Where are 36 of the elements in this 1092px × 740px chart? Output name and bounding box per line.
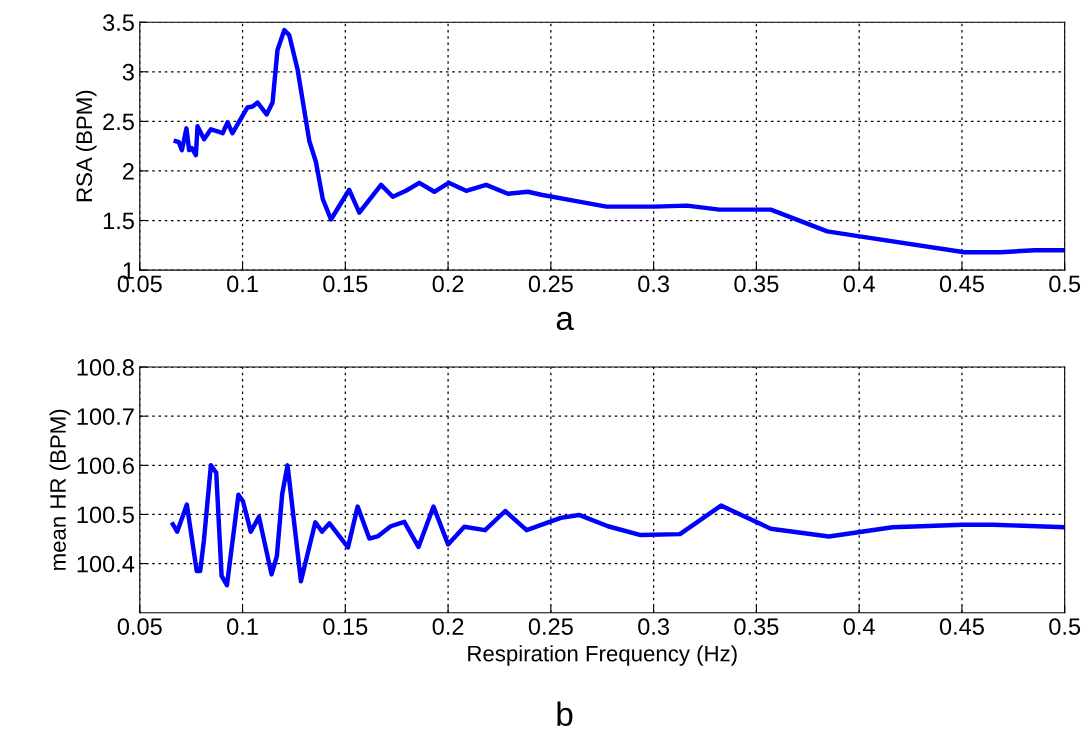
y-tick-label: 3 xyxy=(122,63,134,81)
x-tick-label: 0.15 xyxy=(323,275,368,293)
x-tick-label: 0.45 xyxy=(939,618,984,635)
x-tick-label: 0.5 xyxy=(1049,275,1081,293)
y-axis-title: mean HR (BPM) xyxy=(49,409,71,570)
x-tick-label: 0.4 xyxy=(843,618,875,635)
x-tick-label: 0.05 xyxy=(117,618,162,635)
x-tick-label: 0.45 xyxy=(939,275,984,293)
x-tick-label: 0.3 xyxy=(638,275,669,293)
y-tick-label: 100.6 xyxy=(77,457,134,475)
line-series xyxy=(170,463,1065,588)
x-tick-label: 0.35 xyxy=(734,275,779,293)
y-tick-label: 100.4 xyxy=(77,555,135,573)
text: a xyxy=(556,311,574,331)
x-tick-label: 0.3 xyxy=(638,618,669,635)
y-tick-label: 100.7 xyxy=(77,408,134,425)
y-tick-label: 2.5 xyxy=(103,113,134,131)
x-tick-label: 0.2 xyxy=(432,275,464,293)
x-tick-label: 0.35 xyxy=(734,618,779,635)
y-tick-label: 100.8 xyxy=(77,359,134,376)
x-tick-label: 0.5 xyxy=(1049,618,1081,635)
x-tick-label: 0.2 xyxy=(432,618,464,635)
y-tick-label: 100.5 xyxy=(77,506,134,524)
y-tick-label: 2 xyxy=(122,163,134,180)
y-tick-label: 3.5 xyxy=(103,14,134,31)
x-tick-label: 0.25 xyxy=(528,275,573,293)
x-tick-label: 0.1 xyxy=(227,275,258,293)
x-tick-label: 0.1 xyxy=(227,618,258,635)
text: b xyxy=(557,701,573,727)
x-tick-label: 0.15 xyxy=(323,618,368,635)
x-axis-title: Respiration Frequency (Hz) xyxy=(468,645,737,666)
x-tick-label: 0.25 xyxy=(528,618,573,635)
line-series xyxy=(173,27,1065,255)
x-tick-label: 0.4 xyxy=(843,275,875,293)
y-tick-label: 1.5 xyxy=(103,212,134,230)
y-axis-title: RSA (BPM) xyxy=(75,90,97,202)
